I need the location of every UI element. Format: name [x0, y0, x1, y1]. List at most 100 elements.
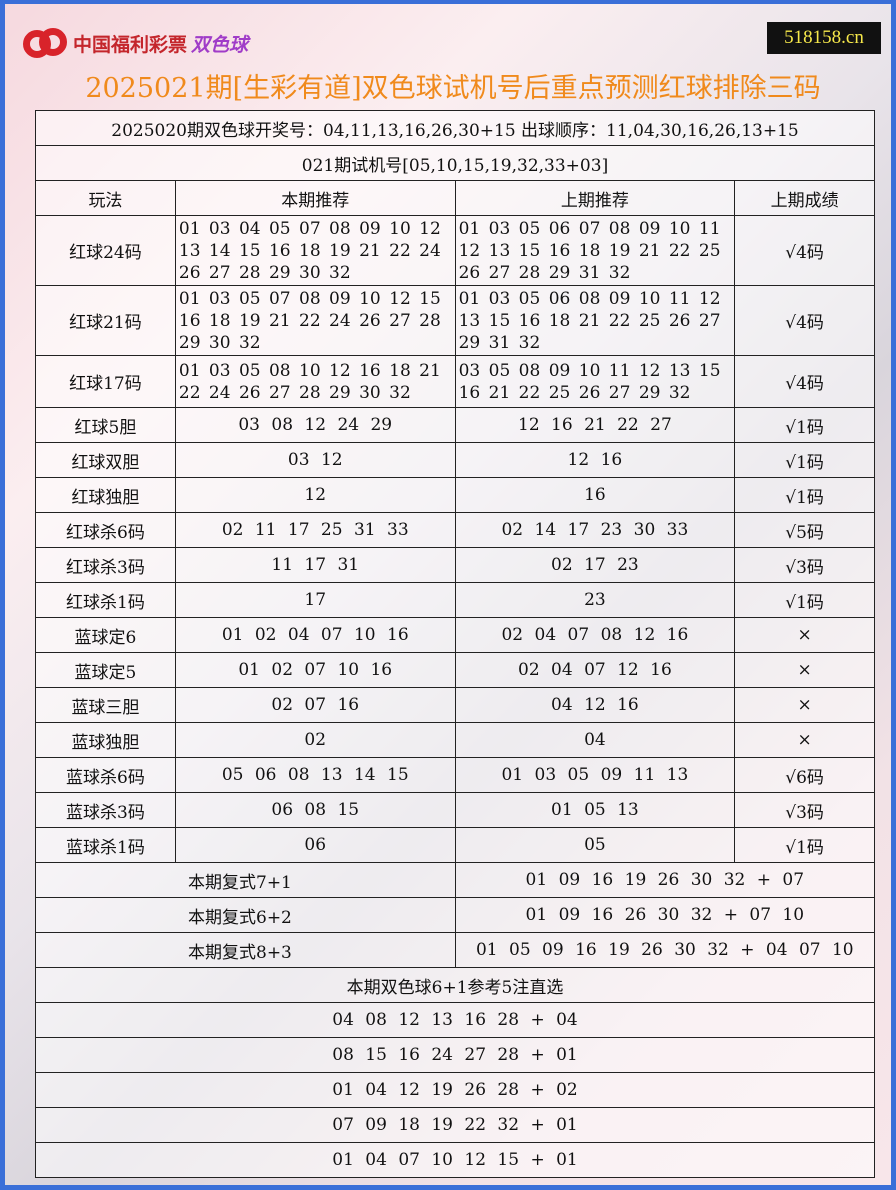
current-recommendation: 02 11 17 25 31 33 — [174, 512, 456, 548]
play-type: 蓝球定6 — [35, 617, 176, 653]
pick: 07 09 18 19 22 32 + 01 — [35, 1107, 875, 1143]
picks-title: 本期双色球6+1参考5注直选 — [35, 967, 875, 1003]
header-row: 玩法 本期推荐 上期推荐 上期成绩 — [35, 180, 875, 216]
previous-result: × — [734, 617, 875, 653]
current-recommendation: 17 — [174, 582, 456, 618]
header-cell: 上期成绩 — [734, 180, 875, 216]
table-row: 蓝球杀1码 06 05 √1码 — [35, 827, 875, 863]
previous-result: × — [734, 722, 875, 758]
previous-result: √5码 — [734, 512, 875, 548]
previous-recommendation: 16 — [454, 477, 736, 513]
previous-result: √1码 — [734, 477, 875, 513]
logo-text: 中国福利彩票 — [73, 33, 188, 56]
current-recommendation: 02 07 16 — [174, 687, 456, 723]
previous-result: √4码 — [734, 355, 875, 408]
table-row: 本期复式8+3 01 05 09 16 19 26 30 32 + 04 07 1… — [35, 932, 876, 968]
header-cell: 本期推荐 — [174, 180, 456, 216]
play-type: 蓝球三胆 — [35, 687, 176, 723]
page-title: 2025021期[生彩有道]双色球试机号后重点预测红球排除三码 — [85, 73, 821, 104]
header-cell: 玩法 — [35, 180, 176, 216]
previous-recommendation: 01 05 13 — [454, 792, 736, 828]
logo-brand: 双色球 — [191, 33, 249, 56]
table-row: 04 08 12 13 16 28 + 04 — [35, 1002, 875, 1038]
previous-recommendation: 02 04 07 12 16 — [454, 652, 736, 688]
previous-result: √3码 — [734, 792, 875, 828]
previous-result: √1码 — [734, 827, 875, 863]
header-cell: 上期推荐 — [454, 180, 736, 216]
previous-recommendation: 04 12 16 — [454, 687, 736, 723]
table-row: 蓝球独胆 02 04 × — [35, 722, 875, 758]
current-recommendation: 01 03 05 08 10 12 16 18 21 22 24 26 27 2… — [174, 355, 456, 408]
current-recommendation: 03 12 — [174, 442, 456, 478]
current-recommendation: 01 02 04 07 10 16 — [174, 617, 456, 653]
fushi-value: 01 05 09 16 19 26 30 32 + 04 07 10 — [454, 932, 876, 968]
prediction-table: 2025020期双色球开奖号：04,11,13,16,26,30+15 出球顺序… — [35, 110, 876, 1178]
current-recommendation: 06 — [174, 827, 456, 863]
previous-recommendation: 05 — [454, 827, 736, 863]
play-type: 蓝球定5 — [35, 652, 176, 688]
table-row: 红球杀3码 11 17 31 02 17 23 √3码 — [35, 547, 875, 583]
table-row: 蓝球杀6码 05 06 08 13 14 15 01 03 05 09 11 13 √… — [35, 757, 875, 793]
pick: 08 15 16 24 27 28 + 01 — [35, 1037, 875, 1073]
table-row: 蓝球杀3码 06 08 15 01 05 13 √3码 — [35, 792, 875, 828]
play-type: 红球双胆 — [35, 442, 176, 478]
previous-recommendation: 01 03 05 06 07 08 09 10 11 12 13 15 16 1… — [454, 215, 736, 286]
play-type: 红球杀6码 — [35, 512, 176, 548]
play-type: 蓝球独胆 — [35, 722, 176, 758]
previous-recommendation: 04 — [454, 722, 736, 758]
current-recommendation: 02 — [174, 722, 456, 758]
table-row: 红球17码 01 03 05 08 10 12 16 18 21 22 24 26… — [35, 355, 875, 408]
table-row: 蓝球定6 01 02 04 07 10 16 02 04 07 08 12 16 × — [35, 617, 875, 653]
play-type: 蓝球杀3码 — [35, 792, 176, 828]
site-badge: 518158.cn — [767, 22, 881, 54]
play-type: 红球杀3码 — [35, 547, 176, 583]
previous-result: √4码 — [734, 285, 875, 356]
fushi-label: 本期复式6+2 — [35, 897, 456, 933]
previous-result: × — [734, 652, 875, 688]
play-type: 蓝球杀6码 — [35, 757, 176, 793]
draw-info: 2025020期双色球开奖号：04,11,13,16,26,30+15 出球顺序… — [35, 110, 875, 146]
previous-result: √4码 — [734, 215, 875, 286]
table-row: 红球杀1码 17 23 √1码 — [35, 582, 875, 618]
current-recommendation: 06 08 15 — [174, 792, 456, 828]
play-type: 红球17码 — [35, 355, 176, 408]
play-type: 红球5胆 — [35, 407, 176, 443]
previous-recommendation: 23 — [454, 582, 736, 618]
previous-recommendation: 12 16 21 22 27 — [454, 407, 736, 443]
previous-result: √1码 — [734, 582, 875, 618]
pick: 01 04 07 10 12 15 + 01 — [35, 1142, 875, 1178]
previous-result: × — [734, 687, 875, 723]
previous-recommendation: 01 03 05 06 08 09 10 11 12 13 15 16 18 2… — [454, 285, 736, 356]
previous-recommendation: 03 05 08 09 10 11 12 13 15 16 21 22 25 2… — [454, 355, 736, 408]
current-recommendation: 03 08 12 24 29 — [174, 407, 456, 443]
fushi-value: 01 09 16 19 26 30 32 + 07 — [454, 862, 876, 898]
test-number: 021期试机号[05,10,15,19,32,33+03] — [35, 145, 875, 181]
previous-result: √1码 — [734, 442, 875, 478]
table-row: 红球杀6码 02 11 17 25 31 33 02 14 17 23 30 33 √… — [35, 512, 875, 548]
table-row: 红球24码 01 03 04 05 07 08 09 10 12 13 14 15… — [35, 215, 875, 286]
logo: 中国福利彩票 双色球 — [23, 26, 248, 60]
previous-result: √1码 — [734, 407, 875, 443]
play-type: 红球21码 — [35, 285, 176, 356]
previous-result: √6码 — [734, 757, 875, 793]
table-row: 红球5胆 03 08 12 24 29 12 16 21 22 27 √1码 — [35, 407, 875, 443]
previous-recommendation: 01 03 05 09 11 13 — [454, 757, 736, 793]
previous-result: √3码 — [734, 547, 875, 583]
previous-recommendation: 02 17 23 — [454, 547, 736, 583]
play-type: 蓝球杀1码 — [35, 827, 176, 863]
previous-recommendation: 02 04 07 08 12 16 — [454, 617, 736, 653]
table-row: 红球独胆 12 16 √1码 — [35, 477, 875, 513]
table-row: 本期复式6+2 01 09 16 26 30 32 + 07 10 — [35, 897, 876, 933]
welfare-lottery-logo-icon — [23, 26, 69, 60]
current-recommendation: 12 — [174, 477, 456, 513]
current-recommendation: 11 17 31 — [174, 547, 456, 583]
current-recommendation: 01 02 07 10 16 — [174, 652, 456, 688]
pick: 01 04 12 19 26 28 + 02 — [35, 1072, 875, 1108]
play-type: 红球独胆 — [35, 477, 176, 513]
table-row: 红球21码 01 03 05 07 08 09 10 12 15 16 18 19… — [35, 285, 875, 356]
previous-recommendation: 12 16 — [454, 442, 736, 478]
pick: 04 08 12 13 16 28 + 04 — [35, 1002, 875, 1038]
table-row: 红球双胆 03 12 12 16 √1码 — [35, 442, 875, 478]
current-recommendation: 05 06 08 13 14 15 — [174, 757, 456, 793]
